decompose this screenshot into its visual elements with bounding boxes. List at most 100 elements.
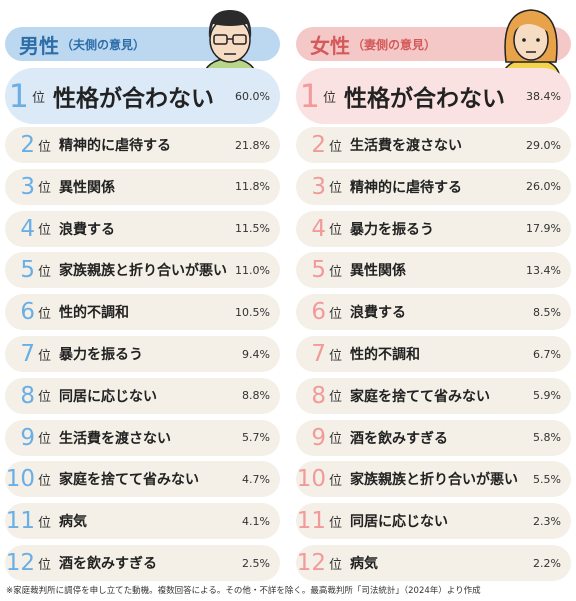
item: 病気 xyxy=(350,556,379,572)
rank-suffix: 位 xyxy=(38,139,52,155)
item: 酒を飲みすぎる xyxy=(59,556,158,572)
rank-suffix: 位 xyxy=(329,557,343,573)
item: 生活費を渡さない xyxy=(350,138,463,154)
rank-suffix: 位 xyxy=(38,473,52,489)
rank-suffix: 位 xyxy=(329,348,343,364)
rank-row: 9 位酒を飲みすぎる 5.8% xyxy=(296,419,571,456)
subtitle: （妻側の意見） xyxy=(352,37,437,52)
percent: 21.8% xyxy=(235,138,270,152)
title: 女性 xyxy=(310,33,350,58)
percent: 13.4% xyxy=(526,263,561,277)
rank-row: 1 位性格が合わない 38.4% xyxy=(296,68,571,124)
rank-suffix: 位 xyxy=(38,306,52,322)
rank-suffix: 位 xyxy=(329,139,343,155)
percent: 6.7% xyxy=(533,347,561,361)
subtitle: （夫側の意見） xyxy=(61,37,146,52)
item: 同居に応じない xyxy=(350,514,449,531)
rank-row: 7 位暴力を振るう 9.4% xyxy=(5,336,280,372)
percent: 4.7% xyxy=(242,472,270,486)
rank-suffix: 位 xyxy=(38,264,52,280)
rank-row: 4 位暴力を振るう 17.9% xyxy=(296,210,571,247)
rank-row: 5 位異性関係 13.4% xyxy=(296,252,571,289)
rank-row: 1 位性格が合わない 60.0% xyxy=(5,68,280,124)
rank-suffix: 位 xyxy=(329,306,343,322)
title: 男性 xyxy=(19,33,59,58)
rank-number: 4 xyxy=(20,215,35,242)
percent: 5.9% xyxy=(533,389,561,403)
rank-number: 3 xyxy=(20,173,35,200)
rank-row: 2 位生活費を渡さない 29.0% xyxy=(296,127,571,163)
item: 性格が合わない xyxy=(53,86,215,112)
item: 性格が合わない xyxy=(344,86,506,112)
rank-number: 5 xyxy=(311,257,326,284)
rank-number: 1 xyxy=(299,77,320,115)
rank-row: 4 位浪費する 11.5% xyxy=(5,210,280,247)
item: 生活費を渡さない xyxy=(59,430,172,447)
rank-number: 3 xyxy=(311,173,326,200)
rank-row: 9 位生活費を渡さない 5.7% xyxy=(5,419,280,456)
rank-suffix: 位 xyxy=(329,264,343,280)
rank-row: 7 位性的不調和 6.7% xyxy=(296,336,571,372)
rank-suffix: 位 xyxy=(329,473,343,489)
rank-suffix: 位 xyxy=(38,557,52,573)
rank-number: 9 xyxy=(20,424,35,451)
rank-row: 6 位性的不調和 10.5% xyxy=(5,294,280,331)
rank-suffix: 位 xyxy=(38,515,52,531)
item: 浪費する xyxy=(59,221,116,238)
rank-number: 6 xyxy=(20,299,35,326)
rank-number: 7 xyxy=(20,341,35,367)
item: 異性関係 xyxy=(59,179,116,196)
percent: 5.7% xyxy=(242,431,270,445)
footnote: ※家庭裁判所に調停を申し立てた動機。複数回答による。その他・不詳を除く。最高裁判… xyxy=(6,586,481,596)
rank-row: 11 位同居に応じない 2.3% xyxy=(296,503,571,540)
percent: 38.4% xyxy=(526,89,561,103)
rank-number: 12 xyxy=(296,550,326,576)
percent: 4.1% xyxy=(242,514,270,528)
percent: 9.4% xyxy=(242,347,270,361)
rank-number: 4 xyxy=(311,215,326,242)
rank-suffix: 位 xyxy=(329,181,343,197)
rank-number: 8 xyxy=(20,382,35,409)
rank-suffix: 位 xyxy=(38,390,52,406)
percent: 2.5% xyxy=(242,556,270,570)
rank-row: 12 位酒を飲みすぎる 2.5% xyxy=(5,545,280,581)
rank-number: 8 xyxy=(311,382,326,409)
percent: 10.5% xyxy=(235,305,270,319)
item: 性的不調和 xyxy=(350,347,421,363)
percent: 11.8% xyxy=(235,180,270,194)
rank-number: 1 xyxy=(8,77,29,115)
rank-row: 11 位病気 4.1% xyxy=(5,503,280,540)
rank-number: 2 xyxy=(20,132,35,158)
rank-row: 5 位家族親族と折り合いが悪い 11.0% xyxy=(5,252,280,289)
woman-icon xyxy=(501,9,561,78)
rank-suffix: 位 xyxy=(329,390,343,406)
percent: 2.3% xyxy=(533,514,561,528)
item: 暴力を振るう xyxy=(59,347,144,363)
rank-number: 11 xyxy=(5,508,35,535)
item: 病気 xyxy=(59,514,88,531)
percent: 60.0% xyxy=(235,89,270,103)
item: 家族親族と折り合いが悪い xyxy=(59,263,228,280)
rank-row: 3 位異性関係 11.8% xyxy=(5,168,280,205)
percent: 26.0% xyxy=(526,180,561,194)
rank-number: 10 xyxy=(296,466,326,493)
item: 暴力を振るう xyxy=(350,221,435,238)
rank-row: 6 位浪費する 8.5% xyxy=(296,294,571,331)
rank-suffix: 位 xyxy=(38,348,52,364)
item: 家族親族と折り合いが悪い xyxy=(350,472,519,489)
rank-row: 8 位同居に応じない 8.8% xyxy=(5,377,280,414)
item: 精神的に虐待する xyxy=(350,179,463,196)
rank-suffix: 位 xyxy=(38,223,52,239)
rank-suffix: 位 xyxy=(329,432,343,448)
rank-suffix: 位 xyxy=(323,90,337,106)
item: 浪費する xyxy=(350,305,407,322)
rank-number: 11 xyxy=(296,508,326,535)
rank-number: 7 xyxy=(311,341,326,367)
percent: 11.5% xyxy=(235,222,270,236)
rank-number: 12 xyxy=(5,550,35,576)
rank-row: 10 位家庭を捨てて省みない 4.7% xyxy=(5,461,280,498)
item: 酒を飲みすぎる xyxy=(350,430,449,447)
rank-suffix: 位 xyxy=(329,223,343,239)
item: 同居に応じない xyxy=(59,388,158,405)
